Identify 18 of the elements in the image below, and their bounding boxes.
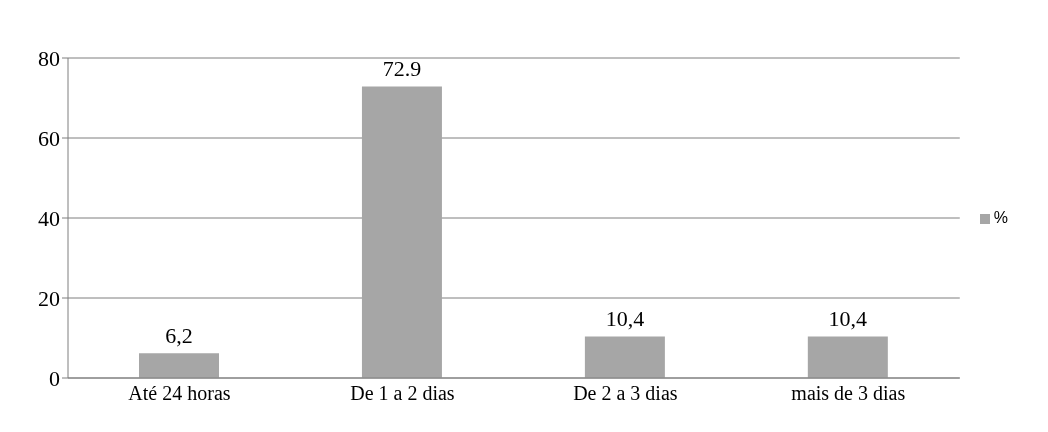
- y-tick-label: 60: [38, 125, 60, 151]
- bar: [361, 86, 442, 378]
- legend-label: %: [993, 209, 1008, 226]
- bar: [139, 353, 219, 378]
- bar: [584, 336, 665, 378]
- x-tick-label: Até 24 horas: [128, 382, 231, 405]
- data-label: 10,4: [828, 306, 868, 332]
- y-tick-label: 80: [38, 45, 60, 71]
- data-label: 6,2: [165, 323, 193, 349]
- y-tick-label: 20: [38, 285, 60, 311]
- data-label: 10,4: [605, 306, 645, 332]
- bar: [807, 336, 888, 378]
- x-tick-label: mais de 3 dias: [791, 382, 906, 405]
- y-tick-label: 0: [49, 365, 60, 391]
- x-tick-label: De 2 a 3 dias: [573, 382, 678, 405]
- x-tick-label: De 1 a 2 dias: [350, 382, 455, 405]
- data-label: 72.9: [382, 56, 422, 82]
- y-tick-label: 40: [38, 205, 60, 231]
